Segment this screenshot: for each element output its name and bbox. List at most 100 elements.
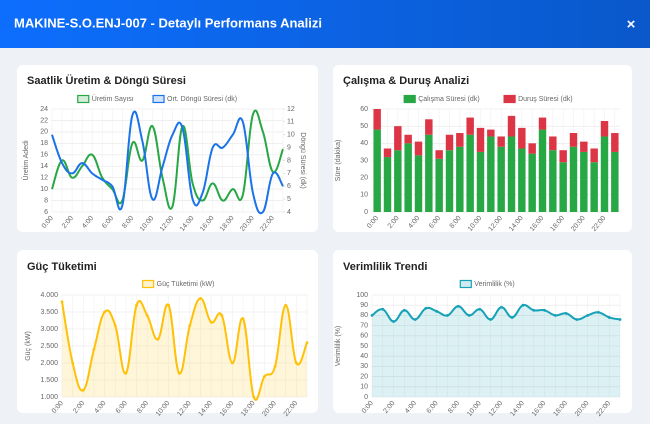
y-axis-title: Verimlilik (%) [335,326,342,366]
bar [518,127,526,149]
close-button[interactable]: × [627,16,636,33]
point [575,318,579,321]
legend-label: Verimlilik (%) [474,281,514,288]
y-tick-label: 1.500 [40,377,58,384]
point [103,310,107,314]
y2-tick-label: 5 [287,196,291,203]
point [467,314,471,317]
y-tick-label: 0 [364,394,368,401]
point [489,318,493,321]
y-tick-label: 60 [360,106,368,113]
point [71,361,75,365]
y2-tick-label: 7 [287,170,291,177]
point [402,308,406,312]
bar [507,136,516,212]
y-axis-title: Üretim Adedi [22,140,30,181]
y-axis-title: Güç (kW) [25,331,32,361]
y-tick-label: 4.000 [40,292,58,299]
point [618,318,622,321]
point [586,314,590,317]
point [167,303,170,307]
bar [538,129,547,212]
point [435,309,439,313]
bar [600,136,609,212]
point [262,375,266,378]
y-tick-label: 22 [40,117,48,124]
point [413,318,417,321]
y-axis-title: Süre (dakika) [335,140,342,182]
line [51,109,284,210]
y-tick-label: 3.500 [40,309,58,316]
y2-tick-label: 8 [287,157,291,164]
y-tick-label: 20 [360,373,368,380]
point [446,314,449,317]
bar [487,136,495,212]
area [372,304,620,397]
bar [476,127,485,152]
point [532,308,536,312]
bar [466,117,474,135]
point [241,317,245,321]
header [0,0,650,48]
point [177,371,181,375]
bar [497,136,505,147]
bar [404,134,412,144]
y-tick-label: 2.500 [40,343,58,350]
bar [487,129,495,137]
bar [611,151,619,212]
legend-swatch [142,279,155,289]
point [199,297,202,300]
chart-title: Saatlik Üretim & Döngü Süresi [27,74,186,87]
bar [559,150,567,163]
bar [435,150,443,159]
point [370,314,374,317]
y-tick-label: 70 [360,322,368,329]
y-tick-label: 0 [364,209,368,216]
point [510,316,514,319]
point [499,305,503,309]
y-tick-label: 100 [356,292,368,299]
y-tick-label: 24 [40,106,48,113]
y-tick-label: 40 [360,353,368,360]
y-tick-label: 80 [360,312,368,319]
y-tick-label: 30 [360,157,368,164]
point [209,320,213,324]
bar [590,148,598,163]
point [188,324,192,327]
bar [456,146,464,212]
y-tick-label: 1.000 [40,394,58,401]
bar [549,150,557,212]
bar [507,115,516,137]
y2-axis-title: Döngü Süresi (dk) [299,132,306,188]
bar [425,119,433,135]
legend-label: Ort. Döngü Süresi (dk) [167,96,237,103]
bar [528,153,536,212]
bar [383,157,392,212]
point [273,365,277,368]
legend-swatch [403,94,416,104]
bar [394,126,402,151]
y-tick-label: 14 [40,163,48,170]
point [113,324,117,327]
point [145,314,149,317]
bar [569,133,578,147]
chart-title: Verimlilik Trendi [343,261,427,273]
bar [404,143,412,212]
point [424,306,428,310]
point [135,303,138,307]
chart-title: Çalışma & Duruş Analizi [343,75,469,87]
bar [580,141,588,152]
y2-tick-label: 9 [287,144,291,151]
card [333,250,632,413]
legend-swatch [459,279,472,289]
y-tick-label: 10 [360,192,368,199]
legend-label: Üretim Sayısı [92,95,134,103]
bar [580,151,588,212]
chart-title: Güç Tüketimi [27,261,97,273]
bar [466,134,474,212]
legend-swatch [77,94,90,104]
y2-tick-label: 10 [287,132,295,139]
bar [383,148,392,158]
point [543,308,546,312]
